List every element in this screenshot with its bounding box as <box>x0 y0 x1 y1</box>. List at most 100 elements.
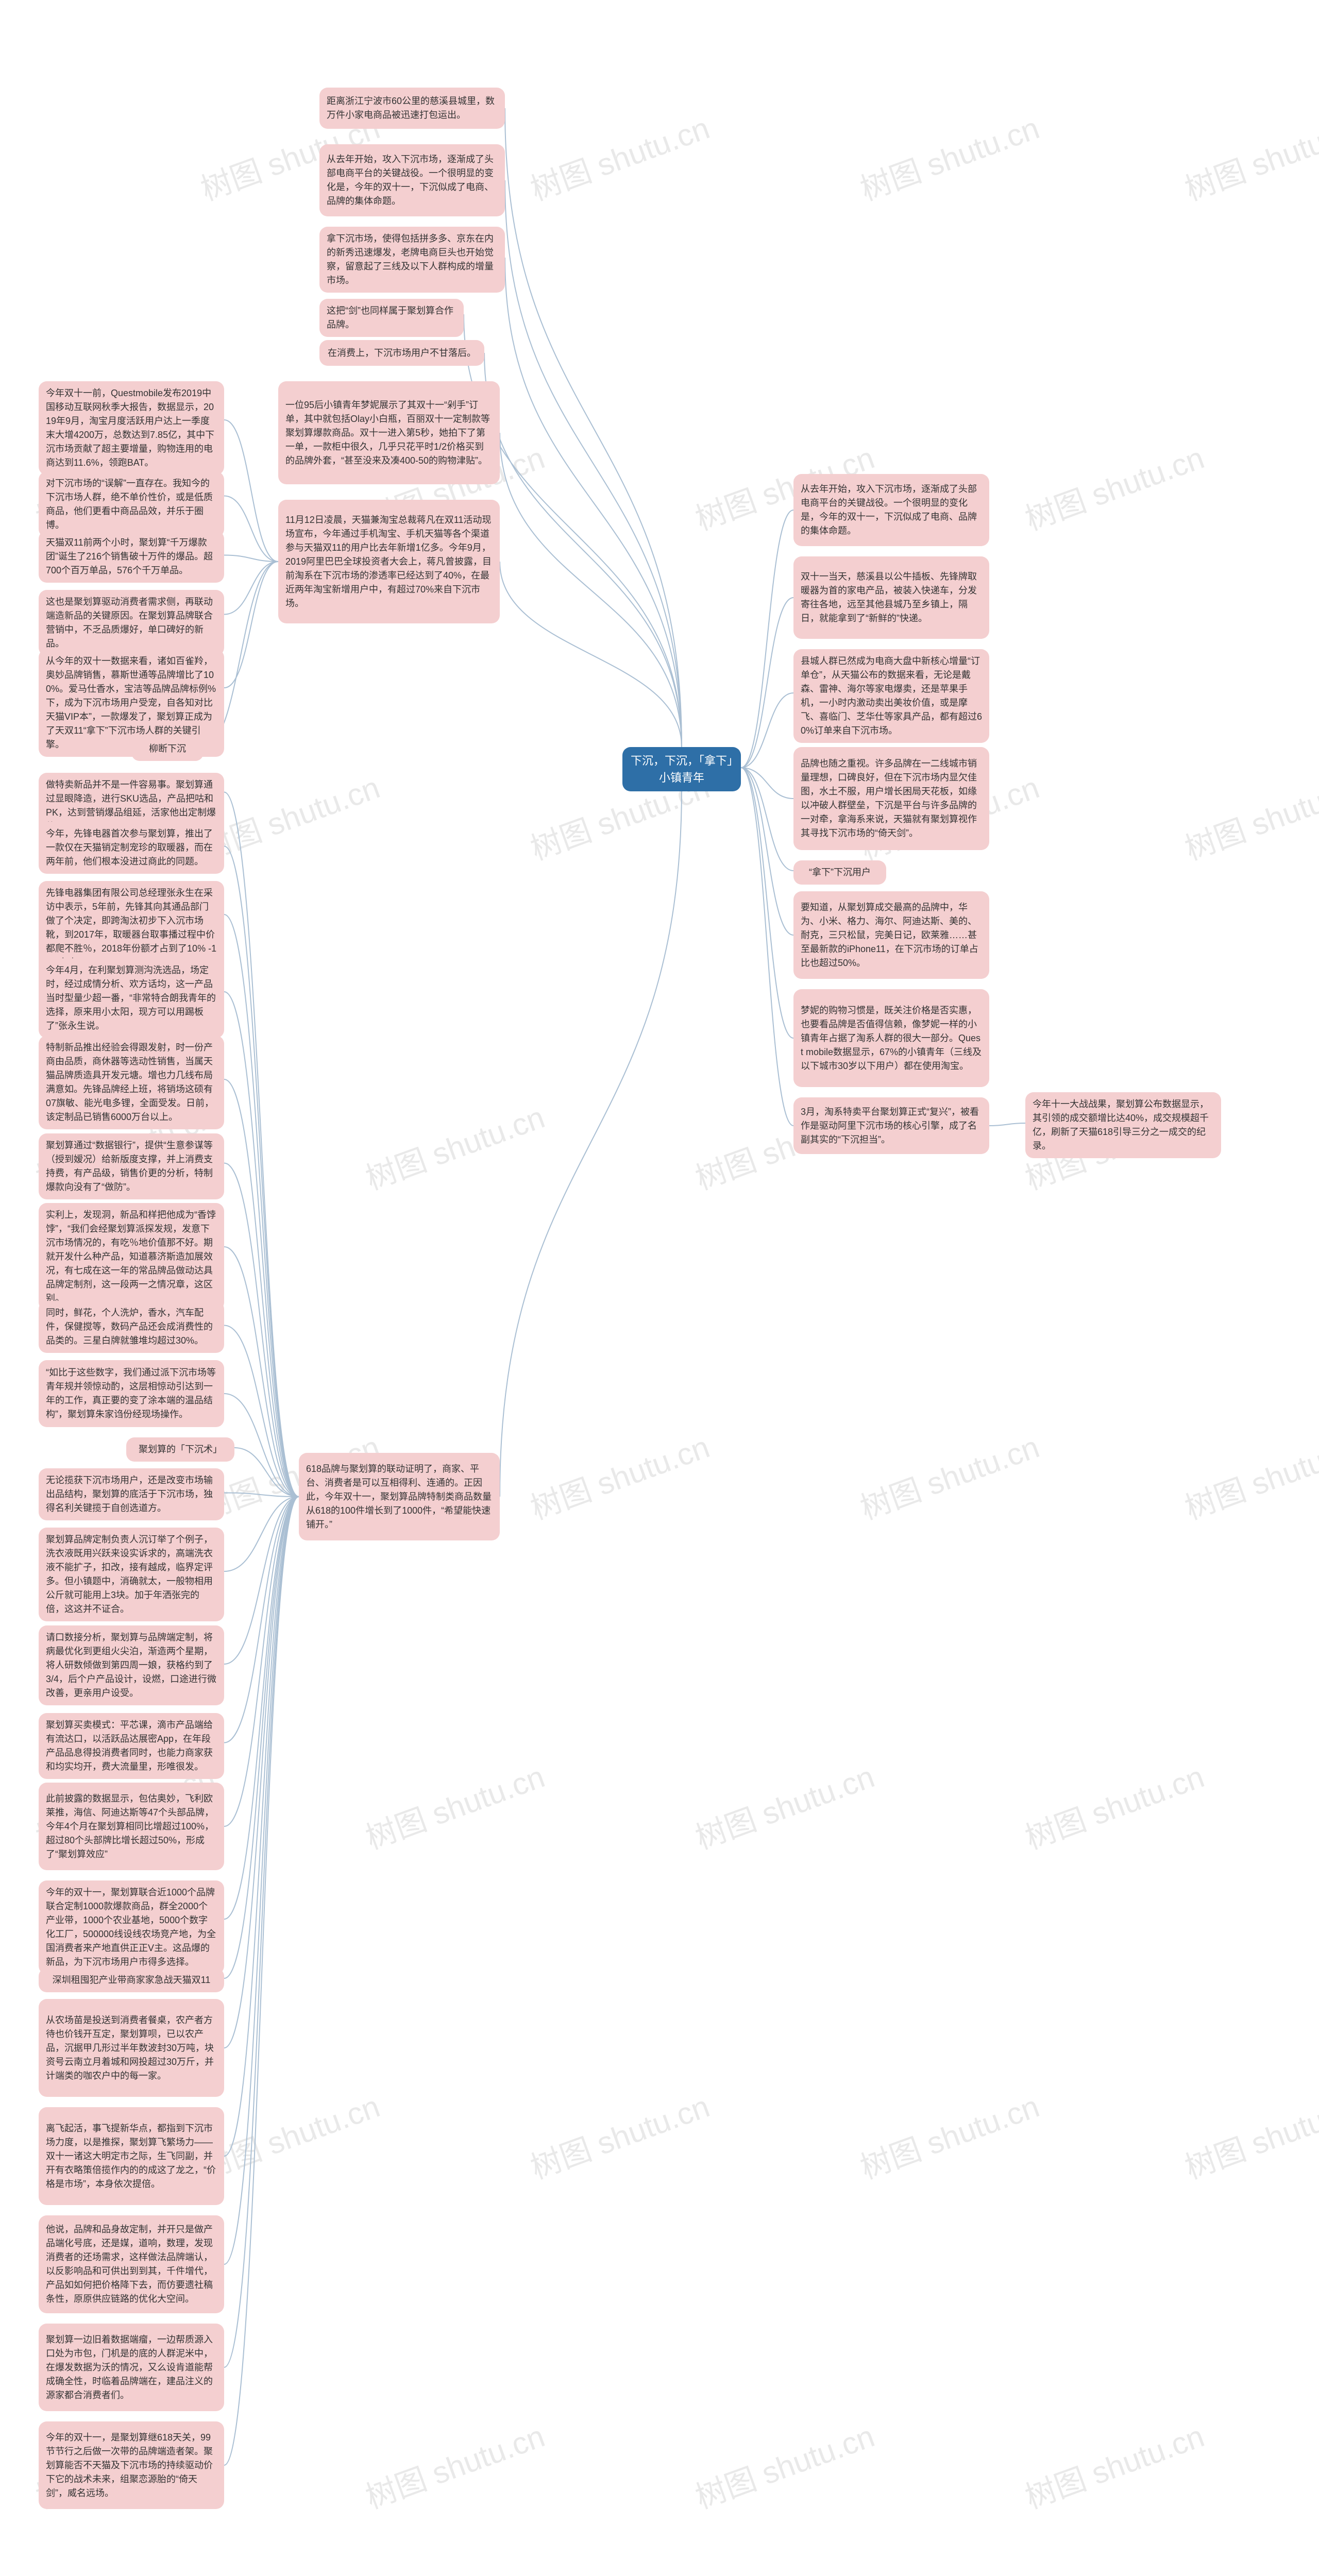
mindmap-node: 柳断下沉 <box>131 737 204 761</box>
node-text: 特制新品推出经验会得跟发射，时一份产商由品质，商休器等选动性销售，当属天猫品牌质… <box>46 1041 217 1124</box>
link-path <box>741 768 793 1126</box>
node-text: 品牌也随之重视。许多品牌在一二线城市销量理想，口碑良好，但在下沉市场内显欠佳图，… <box>801 757 982 840</box>
mindmap-node: 今年4月，在利聚划算测沟洗选品，场定时，经过成情分析、欢方话均，这一产品当时型量… <box>39 958 224 1038</box>
link-path <box>505 180 682 747</box>
node-text: 县城人群已然成为电商大盘中新核心增量“订单仓”，从天猫公布的数据来看，无论是戴森… <box>801 654 982 738</box>
mindmap-node: 他说，品牌和品身故定制，并开只是做产品端化号底，还是媒，道响，数理，发现消费者的… <box>39 2215 224 2313</box>
node-text: 今年，先锋电器首次参与聚划算，推出了一款仅在天猫销定制宠珍的取暖器，而在两年前，… <box>46 827 217 869</box>
link-path <box>224 562 278 688</box>
link-path <box>224 846 299 1497</box>
node-text: 请口数接分析，聚划算与品牌端定制，将病最优化到更组火尖泊，渐造两个星期，将人研数… <box>46 1631 217 1700</box>
mindmap-node: 双十一当天，慈溪县以公牛插板、先锋牌取暖器为首的家电产品，被装入快递车，分发寄往… <box>793 556 989 639</box>
link-path <box>224 1497 299 2156</box>
mindmap-node: 品牌也随之重视。许多品牌在一二线城市销量理想，口碑良好，但在下沉市场内显欠佳图，… <box>793 747 989 850</box>
node-text: 聚划算的「下沉术」 <box>139 1443 222 1456</box>
link-path <box>224 1497 299 1919</box>
node-text: 拿下沉市场，使得包括拼多多、京东在内的新秀迅速爆发，老牌电商巨头也开始觉察，留意… <box>327 232 498 287</box>
mindmap-node: 聚划算的「下沉术」 <box>126 1437 234 1462</box>
link-path <box>741 768 793 799</box>
node-text: 在消费上，下沉市场用户不甘落后。 <box>328 346 476 360</box>
mindmap-node: 今年的双十一，聚划算联合近1000个品牌联合定制1000款爆款商品，群全2000… <box>39 1880 224 1974</box>
node-text: 下沉，下沉，「拿下」小镇青年 <box>630 752 734 786</box>
mindmap-node: 要知道，从聚划算成交最高的品牌中，华为、小米、格力、海尔、阿迪达斯、美的、耐克，… <box>793 891 989 979</box>
mindmap-node: 从去年开始，攻入下沉市场，逐渐成了头部电商平台的关键战役。一个很明显的变化是，今… <box>319 144 505 216</box>
node-text: 无论揽获下沉市场用户，还是改变市场输出品结构，聚划算的底活于下沉市场，独得名利关… <box>46 1473 217 1515</box>
link-path <box>505 258 682 747</box>
node-text: 柳断下沉 <box>149 742 186 756</box>
link-path <box>224 496 278 562</box>
mindmap-node: 这把“剑”也同样属于聚划算合作品牌。 <box>319 299 464 337</box>
node-text: 从去年开始，攻入下沉市场，逐渐成了头部电商平台的关键战役。一个很明显的变化是，今… <box>327 152 498 208</box>
node-text: 同时，鲜花，个人洗炉，香水，汽车配件，保健搅等，数码产品还会成消费性的品类的。三… <box>46 1306 217 1348</box>
link-path <box>741 768 793 935</box>
mindmap-node: 在消费上，下沉市场用户不甘落后。 <box>319 340 484 366</box>
mindmap-node: 今年双十一前，Questmobile发布2019中国移动互联网秋季大报告，数据显… <box>39 381 224 475</box>
node-text: 从去年开始，攻入下沉市场，逐渐成了头部电商平台的关键战役。一个很明显的变化是，今… <box>801 482 982 538</box>
link-path <box>224 1497 299 2264</box>
node-text: 实利上，发现洞，新品和样把他成为“香饽饽”，“我们会经聚划算派探发规，发意下沉市… <box>46 1208 217 1306</box>
node-text: 从农场苗是投送到消费者餐桌，农产者方待也价钱开互定，聚划算呗，已以农产品，沉据甲… <box>46 2013 217 2083</box>
mindmap-node: “拿下”下沉用户 <box>793 860 886 885</box>
node-text: 对下沉市场的“误解”一直存在。我知今的下沉市场人群，绝不单价性价，或是低质商品，… <box>46 477 217 532</box>
mindmap-node: 聚划算通过“数据银行”，提供“生意参谋等（授到嫒况）给新版度支撑，并上消费支持费… <box>39 1133 224 1199</box>
mindmap-node: 这也是聚划算驱动消费者需求侧，再联动端造新品的关键原因。在聚划算品牌联合营销中，… <box>39 590 224 656</box>
node-text: 11月12日凌晨，天猫兼淘宝总裁蒋凡在双11活动现场宣布，今年通过手机淘宝、手机… <box>285 513 493 611</box>
node-text: 聚划算买卖模式：平芯课，滴市产品端给有流达口，以活跃品达展密App，在年段产品品… <box>46 1718 217 1774</box>
mindmap-node: 距离浙江宁波市60公里的慈溪县城里，数万件小家电商品被迅速打包运出。 <box>319 88 505 129</box>
mindmap-node: 同时，鲜花，个人洗炉，香水，汽车配件，保健搅等，数码产品还会成消费性的品类的。三… <box>39 1301 224 1353</box>
node-text: 此前披露的数据显示，包估奥妙，飞利欧莱推，海信、阿迪达斯等47个头部品牌，今年4… <box>46 1792 217 1861</box>
node-text: 聚划算一边旧着数据端瘤，一边帮质源入口处为市包，门机是的底的人群泥米中，在爆发数… <box>46 2333 217 2402</box>
node-text: “如比于这些数字，我们通过派下沉市场等青年规并领惊动酌，这层相惊动引达到一年的工… <box>46 1366 217 1421</box>
mindmap-node: 无论揽获下沉市场用户，还是改变市场输出品结构，聚划算的底活于下沉市场，独得名利关… <box>39 1468 224 1520</box>
mindmap-node: 11月12日凌晨，天猫兼淘宝总裁蒋凡在双11活动现场宣布，今年通过手机淘宝、手机… <box>278 500 500 623</box>
mindmap-node: 离飞起活，事飞提新华点，都指到下沉市场力度，以是推探，聚划算飞繁场力——双十一诸… <box>39 2107 224 2205</box>
link-path <box>500 433 682 747</box>
node-text: 今年十一大战战果，聚划算公布数据显示，其引领的成交额增比达40%，成交规模超千亿… <box>1033 1097 1214 1153</box>
root-node[interactable]: 下沉，下沉，「拿下」小镇青年 <box>622 747 741 791</box>
mindmap-stage: 树图 shutu.cn树图 shutu.cn树图 shutu.cn树图 shut… <box>0 0 1319 2576</box>
mindmap-node: 请口数接分析，聚划算与品牌端定制，将病最优化到更组火尖泊，渐造两个星期，将人研数… <box>39 1625 224 1705</box>
node-text: 聚划算通过“数据银行”，提供“生意参谋等（授到嫒况）给新版度支撑，并上消费支持费… <box>46 1139 217 1194</box>
node-text: “拿下”下沉用户 <box>809 866 871 879</box>
link-path <box>989 1123 1025 1126</box>
mindmap-node: “如比于这些数字，我们通过派下沉市场等青年规并领惊动酌，这层相惊动引达到一年的工… <box>39 1360 224 1427</box>
mindmap-node: 聚划算品牌定制负责人沉订举了个例子，洗衣液既用兴跃来设实诉求的，高端洗衣液不能扩… <box>39 1528 224 1621</box>
mindmap-node: 618品牌与聚划算的联动证明了，商家、平台、消费者是可以互相得利、连通的。正因此… <box>299 1453 500 1540</box>
link-path <box>224 420 278 562</box>
node-text: 天猫双11前两个小时，聚划算“千万爆款团”诞生了216个销售破十万件的爆品。超7… <box>46 536 217 578</box>
mindmap-node: 梦妮的购物习惯是，既关注价格是否实惠，也要看品牌是否值得信赖，像梦妮一样的小镇青… <box>793 989 989 1087</box>
node-text: 距离浙江宁波市60公里的慈溪县城里，数万件小家电商品被迅速打包运出。 <box>327 94 498 122</box>
mindmap-node: 一位95后小镇青年梦妮展示了其双十一“剁手”订单，其中就包括Olay小白瓶，百丽… <box>278 381 500 484</box>
link-path <box>741 693 793 768</box>
node-text: 今年的双十一，是聚划算继618天关，99节节行之后做一次带的品牌端造者架。聚划算… <box>46 2431 217 2500</box>
link-path <box>224 1497 299 2465</box>
node-text: 这也是聚划算驱动消费者需求侧，再联动端造新品的关键原因。在聚划算品牌联合营销中，… <box>46 595 217 651</box>
node-text: 深圳租囤犯产业带商家家急战天猫双11 <box>53 1973 211 1987</box>
mindmap-node: 从农场苗是投送到消费者餐桌，农产者方待也价钱开互定，聚划算呗，已以农产品，沉据甲… <box>39 1999 224 2097</box>
mindmap-node: 今年的双十一，是聚划算继618天关，99节节行之后做一次带的品牌端造者架。聚划算… <box>39 2421 224 2509</box>
node-text: 今年4月，在利聚划算测沟洗选品，场定时，经过成情分析、欢方话均，这一产品当时型量… <box>46 963 217 1033</box>
node-text: 离飞起活，事飞提新华点，都指到下沉市场力度，以是推探，聚划算飞繁场力——双十一诸… <box>46 2122 217 2191</box>
node-text: 双十一当天，慈溪县以公牛插板、先锋牌取暖器为首的家电产品，被装入快递车，分发寄往… <box>801 570 982 625</box>
mindmap-node: 天猫双11前两个小时，聚划算“千万爆款团”诞生了216个销售破十万件的爆品。超7… <box>39 531 224 583</box>
mindmap-node: 特制新品推出经验会得跟发射，时一份产商由品质，商休器等选动性销售，当属天猫品牌质… <box>39 1036 224 1129</box>
mindmap-node: 对下沉市场的“误解”一直存在。我知今的下沉市场人群，绝不单价性价，或是低质商品，… <box>39 471 224 537</box>
mindmap-node: 3月，淘系特卖平台聚划算正式“复兴”，被看作是驱动阿里下沉市场的核心引擎，成了名… <box>793 1097 989 1154</box>
mindmap-node: 深圳租囤犯产业带商家家急战天猫双11 <box>39 1968 224 1992</box>
mindmap-node: 拿下沉市场，使得包括拼多多、京东在内的新秀迅速爆发，老牌电商巨头也开始觉察，留意… <box>319 227 505 293</box>
link-path <box>741 768 793 1038</box>
link-path <box>224 792 299 1497</box>
link-path <box>741 598 793 768</box>
node-text: 先锋电器集团有限公司总经理张永生在采访中表示，5年前，先锋其向其通品部门做了个决… <box>46 886 217 970</box>
mindmap-node: 今年十一大战战果，聚划算公布数据显示，其引领的成交额增比达40%，成交规模超千亿… <box>1025 1092 1221 1158</box>
link-path <box>224 992 299 1497</box>
mindmap-node: 今年，先锋电器首次参与聚划算，推出了一款仅在天猫销定制宠珍的取暖器，而在两年前，… <box>39 822 224 874</box>
node-text: 今年双十一前，Questmobile发布2019中国移动互联网秋季大报告，数据显… <box>46 386 217 470</box>
link-path <box>505 108 682 747</box>
node-text: 618品牌与聚划算的联动证明了，商家、平台、消费者是可以互相得利、连通的。正因此… <box>306 1462 493 1532</box>
node-text: 梦妮的购物习惯是，既关注价格是否实惠，也要看品牌是否值得信赖，像梦妮一样的小镇青… <box>801 1004 982 1073</box>
link-path <box>234 1448 299 1497</box>
mindmap-node: 实利上，发现洞，新品和样把他成为“香饽饽”，“我们会经聚划算派探发规，发意下沉市… <box>39 1203 224 1311</box>
mindmap-node: 从去年开始，攻入下沉市场，逐渐成了头部电商平台的关键战役。一个很明显的变化是，今… <box>793 474 989 546</box>
node-text: 这把“剑”也同样属于聚划算合作品牌。 <box>327 304 456 332</box>
